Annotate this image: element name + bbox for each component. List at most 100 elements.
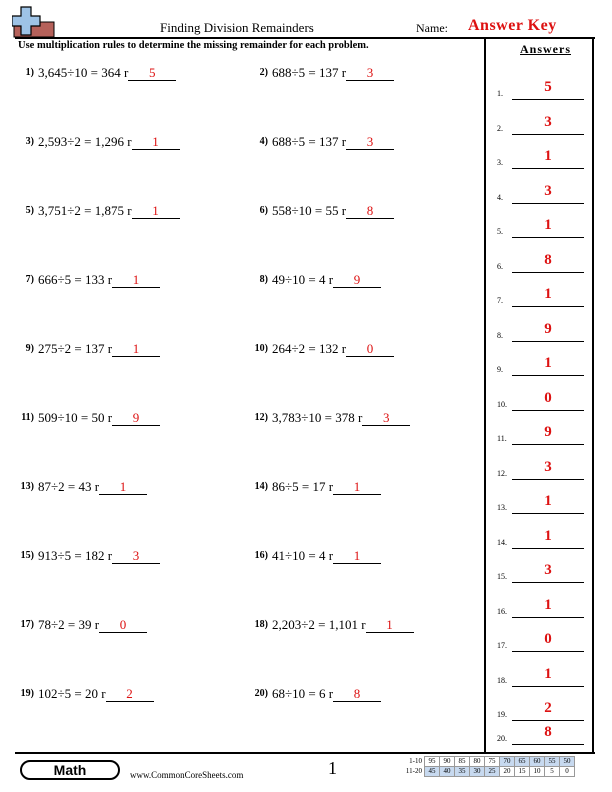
answer-blank: 1 — [333, 549, 382, 564]
problem-number: 19) — [20, 688, 34, 699]
problem-equation: 3,783÷10 = 378 r — [272, 410, 363, 425]
answer-line — [512, 409, 584, 411]
answer-row: 17. 0 — [486, 625, 592, 659]
answer-row: 18. 1 — [486, 660, 592, 694]
problem-equation: 49÷10 = 4 r — [272, 272, 334, 287]
score-cell: 0 — [559, 766, 575, 777]
answer-blank: 0 — [346, 342, 395, 357]
problem-number: 11) — [21, 412, 34, 423]
problem-number: 4) — [259, 136, 268, 147]
answer-number: 13. — [497, 503, 507, 512]
answer-number: 10. — [497, 399, 507, 409]
problem-number: 15) — [20, 550, 34, 561]
score-row: 11-20 45 40 35 30 25 20 15 10 5 0 — [396, 766, 575, 777]
answer-line — [512, 271, 584, 273]
answer-line — [512, 744, 584, 745]
answer-value: 3 — [544, 458, 552, 475]
score-row: 1-10 95 90 85 80 75 70 65 60 55 50 — [396, 756, 575, 767]
answer-line — [512, 513, 584, 514]
problem-number: 3) — [25, 136, 34, 147]
answer-blank: 1 — [112, 342, 161, 357]
answer-number: 4. — [497, 192, 503, 202]
answer-blank: 9 — [112, 411, 161, 426]
problem-equation: 41÷10 = 4 r — [272, 548, 334, 563]
answer-number: 17. — [497, 641, 507, 650]
answer-value: 1 — [544, 355, 552, 371]
problem-number: 14) — [254, 481, 268, 492]
site-url: www.CommonCoreSheets.com — [130, 770, 244, 780]
answer-row: 5. 1 — [486, 211, 592, 245]
score-cell: 55 — [544, 756, 560, 767]
answer-row: 19. 2 — [486, 694, 592, 728]
problem-number: 8) — [259, 274, 268, 285]
answer-line — [512, 168, 584, 169]
answer-row: 8. 9 — [486, 315, 592, 349]
answer-blank: 5 — [128, 66, 177, 81]
score-cell: 90 — [439, 756, 455, 767]
answer-blank: 1 — [131, 135, 180, 150]
problem-equation: 78÷2 = 39 r — [38, 617, 100, 632]
answer-line — [512, 651, 584, 652]
problem-number: 18) — [254, 619, 268, 630]
answer-number: 12. — [497, 468, 507, 478]
answer-value: 1 — [544, 286, 552, 302]
answer-row: 4. 3 — [486, 177, 592, 211]
answer-value: 1 — [544, 148, 552, 164]
page-number: 1 — [328, 758, 337, 778]
problem-number: 12) — [254, 412, 268, 423]
answer-row: 15. 3 — [486, 556, 592, 590]
problem-equation: 913÷5 = 182 r — [38, 548, 113, 563]
answer-number: 14. — [497, 537, 507, 547]
problem-equation: 264÷2 = 132 r — [272, 341, 347, 356]
instructions: Use multiplication rules to determine th… — [18, 40, 369, 51]
answer-number: 11. — [497, 434, 507, 443]
problem-number: 16) — [254, 550, 268, 561]
answer-value: 8 — [544, 724, 552, 740]
answer-number: 15. — [497, 572, 507, 581]
answer-number: 20. — [497, 734, 507, 743]
answer-blank: 1 — [365, 618, 414, 633]
answer-number: 9. — [497, 365, 503, 374]
problem-equation: 102÷5 = 20 r — [38, 686, 106, 701]
answer-value: 3 — [544, 562, 552, 578]
answer-blank: 3 — [346, 135, 395, 150]
answer-row: 6. 8 — [486, 246, 592, 280]
answer-blank: 1 — [99, 480, 148, 495]
worksheet-title: Finding Division Remainders — [160, 20, 314, 35]
problem-number: 2) — [259, 67, 268, 78]
answer-row: 3. 1 — [486, 142, 592, 176]
problem-number: 20) — [254, 688, 268, 699]
answer-value: 9 — [544, 320, 552, 337]
problem-number: 9) — [25, 343, 34, 354]
answer-line — [512, 340, 584, 342]
problem-equation: 688÷5 = 137 r — [272, 65, 347, 80]
answer-line — [512, 202, 584, 204]
answers-header: Answers — [520, 42, 571, 56]
problem-equation: 68÷10 = 6 r — [272, 686, 334, 701]
score-cell: 50 — [559, 756, 575, 767]
answer-blank: 8 — [333, 687, 382, 702]
answer-blank: 0 — [99, 618, 148, 633]
score-cell: 20 — [499, 766, 515, 777]
answer-line — [512, 478, 584, 480]
problem-equation: 509÷10 = 50 r — [38, 410, 113, 425]
problem-equation: 86÷5 = 17 r — [272, 479, 334, 494]
answer-row: 16. 1 — [486, 591, 592, 625]
score-cell: 25 — [484, 766, 500, 777]
answer-value: 8 — [544, 251, 552, 268]
answer-value: 1 — [544, 493, 552, 509]
answer-line — [512, 720, 584, 721]
answer-blank: 9 — [333, 273, 382, 288]
answer-number: 16. — [497, 606, 507, 616]
problem-number: 5) — [25, 205, 34, 216]
score-cell: 70 — [499, 756, 515, 767]
answer-value: 1 — [544, 596, 552, 613]
answer-value: 9 — [544, 424, 552, 440]
answer-value: 5 — [544, 79, 552, 95]
answer-line — [512, 685, 584, 687]
answer-line — [512, 133, 584, 135]
answer-number: 2. — [497, 123, 503, 133]
answer-value: 0 — [544, 631, 552, 647]
answer-blank: 1 — [333, 480, 382, 495]
answer-row: 11. 9 — [486, 418, 592, 452]
